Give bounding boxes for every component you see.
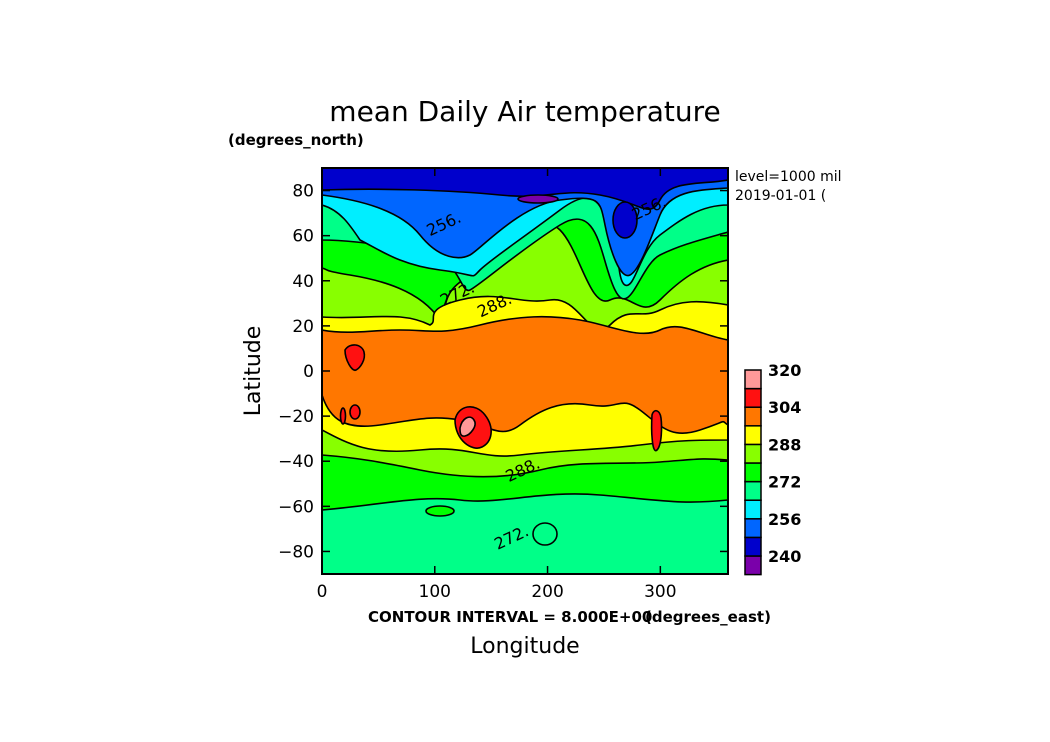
band-240-blob xyxy=(612,201,638,239)
colorbar-label: 288 xyxy=(768,435,801,454)
colorbar-swatch xyxy=(744,462,762,483)
y-tick-label: −40 xyxy=(278,452,314,472)
colorbar-swatch xyxy=(744,387,762,408)
colorbar-swatch xyxy=(744,518,762,539)
x-tick-label: 300 xyxy=(644,582,676,602)
x-axis-title: Longitude xyxy=(470,634,579,659)
x-axis: 0 100 200 300 xyxy=(317,168,677,602)
x-tick-label: 100 xyxy=(419,582,451,602)
hot-blob-sw2 xyxy=(339,407,347,425)
chart-title: mean Daily Air temperature xyxy=(329,95,720,128)
colorbar-label: 320 xyxy=(768,361,801,380)
y-tick-label: 20 xyxy=(292,317,314,337)
info-line-date: 2019-01-01 ( xyxy=(735,188,826,204)
x-tick-label: 200 xyxy=(531,582,563,602)
colorbar-label: 256 xyxy=(768,510,801,529)
band-232-240-blob xyxy=(517,194,559,204)
colorbar-swatch xyxy=(744,499,762,520)
hot-blob-australia-core xyxy=(459,416,476,437)
contour-interval-text: CONTOUR INTERVAL = 8.000E+00 xyxy=(368,608,652,626)
y-tick-label: 80 xyxy=(292,182,314,202)
y-tick-label: −20 xyxy=(278,407,314,427)
colorbar-swatch xyxy=(744,443,762,464)
north-band-240-248 xyxy=(322,168,728,210)
colorbar-swatch xyxy=(744,536,762,557)
colorbar: 320 304 288 272 256 240 xyxy=(744,361,801,576)
contour-fills xyxy=(322,168,728,574)
colorbar-swatch xyxy=(744,425,762,446)
colorbar-swatch xyxy=(744,406,762,427)
hot-blob-africa xyxy=(344,344,366,371)
y-tick-label: 40 xyxy=(292,272,314,292)
colorbar-swatch xyxy=(744,555,762,576)
colorbar-label: 272 xyxy=(768,473,801,492)
y-tick-label: 60 xyxy=(292,227,314,247)
colorbar-swatch xyxy=(744,480,762,501)
y-axis-title: Latitude xyxy=(241,326,266,417)
colorbar-label: 240 xyxy=(768,547,801,566)
colorbar-label: 304 xyxy=(768,398,801,417)
hot-blob-sw xyxy=(349,404,361,420)
hot-blob-sa xyxy=(650,409,663,452)
info-line-level: level=1000 mil xyxy=(735,169,842,185)
y-tick-label: −60 xyxy=(278,497,314,517)
y-tick-label: −80 xyxy=(278,542,314,562)
x-units-label: (degrees_east) xyxy=(645,608,771,626)
band-280-blob xyxy=(425,505,455,517)
y-axis: −80 −60 −40 −20 0 20 40 60 80 xyxy=(278,182,728,562)
y-tick-label: 0 xyxy=(303,362,314,382)
band-272-blob xyxy=(532,522,558,546)
band-304-312 xyxy=(322,315,728,435)
colorbar-swatch xyxy=(744,369,762,390)
x-tick-label: 0 xyxy=(317,582,328,602)
y-units-label: (degrees_north) xyxy=(228,131,364,149)
